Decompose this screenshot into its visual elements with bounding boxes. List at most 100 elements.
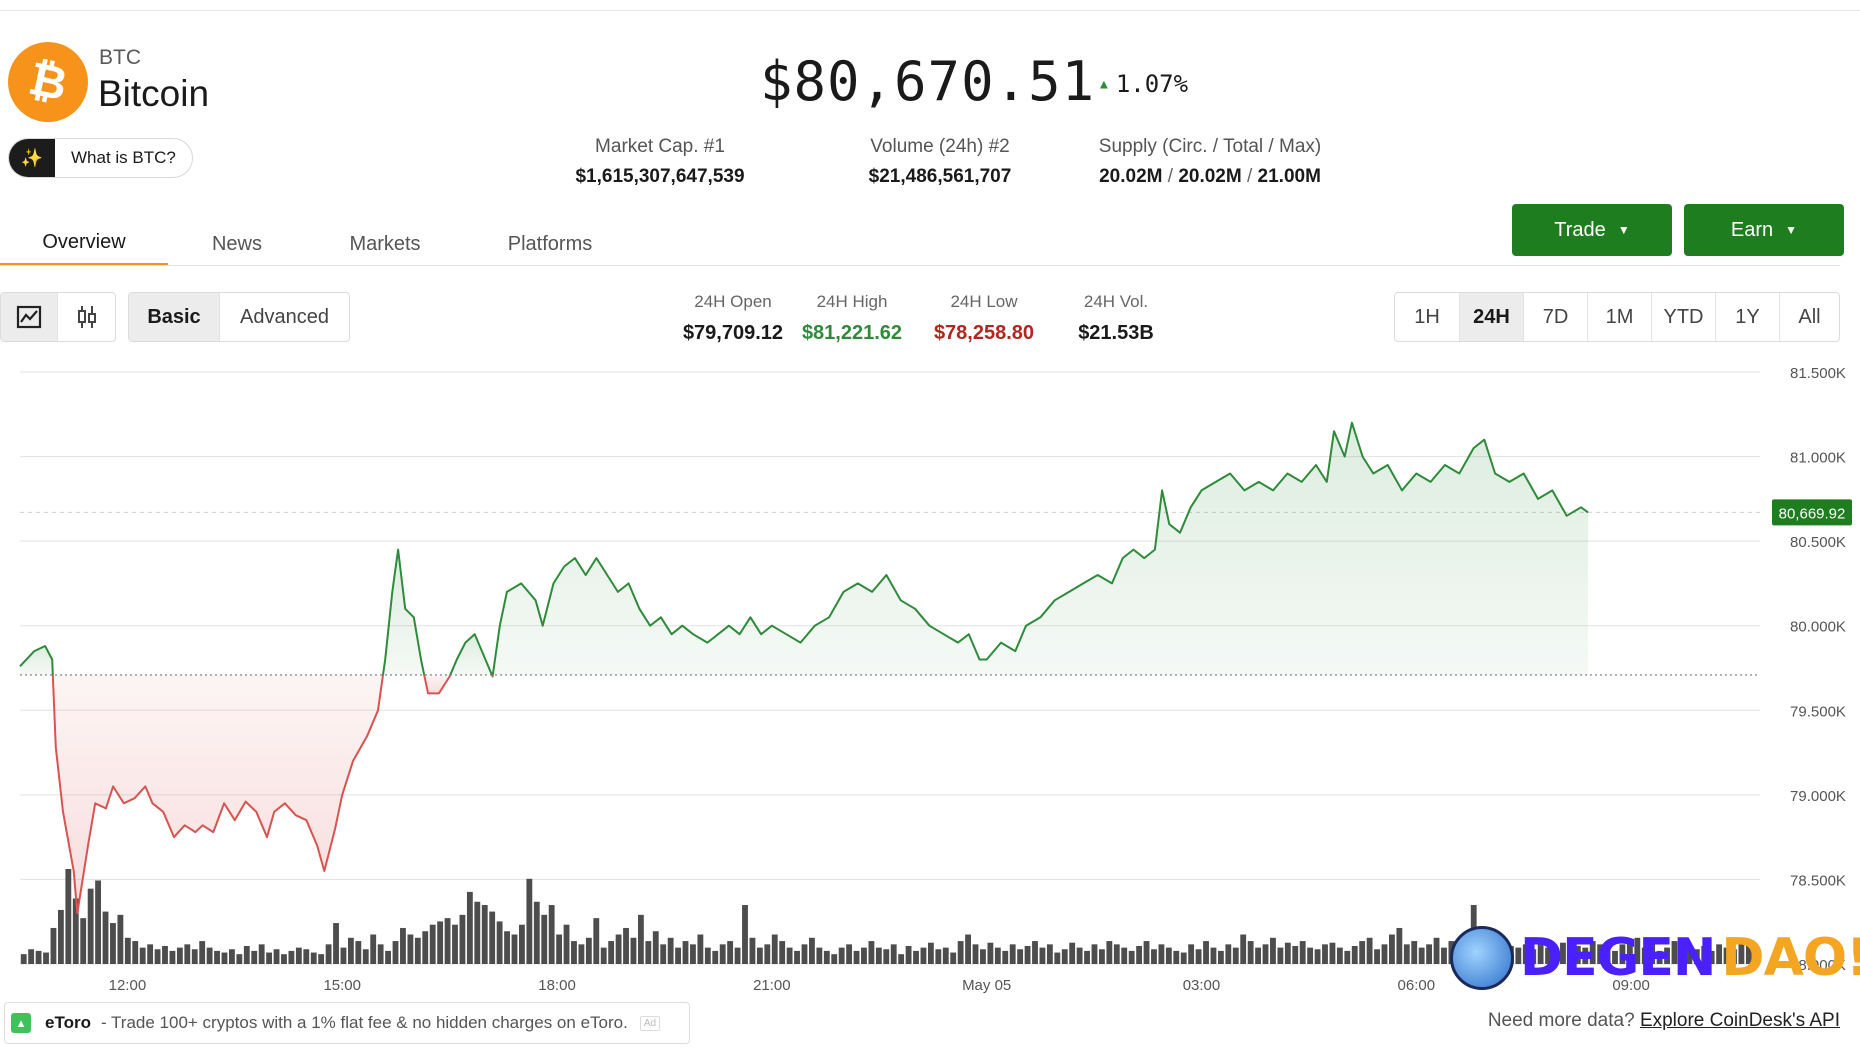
tab-markets[interactable]: Markets (349, 232, 421, 255)
coin-ticker: BTC (99, 46, 141, 69)
volume-bar (1336, 947, 1343, 964)
volume-bar (1530, 949, 1537, 964)
volume-bar (1061, 949, 1068, 964)
volume-bar (318, 954, 325, 964)
volume-bar (1240, 934, 1247, 964)
price-line-down (51, 674, 384, 915)
tab-platforms[interactable]: Platforms (507, 232, 593, 255)
volume-value: $21,486,561,707 (868, 166, 1012, 187)
range-24h[interactable]: 24H (1459, 293, 1523, 341)
y-tick-label: 80.000K (1790, 619, 1846, 636)
volume-bar (489, 911, 496, 964)
volume-bar (162, 945, 168, 964)
y-tick-label: 80.500K (1790, 534, 1846, 551)
volume-bar (779, 941, 786, 964)
price-chart[interactable]: 81.500K 81.000K 80.500K 80.000K 79.500K 79.00… (0, 360, 1860, 1000)
supply-value: 20.02M / 20.02M / 21.00M (1070, 166, 1350, 188)
volume-bar (347, 937, 354, 964)
volume-24h-stat: 24H Vol. $21.53B (1066, 292, 1166, 345)
volume-bar (1329, 942, 1336, 964)
volume-bar (229, 949, 235, 964)
volume-bar (377, 944, 384, 964)
volume-bar (749, 937, 756, 964)
volume-bar (310, 952, 317, 964)
candlestick-icon[interactable] (57, 293, 115, 341)
volume-bar (1113, 944, 1120, 964)
volume-bar (1173, 950, 1180, 964)
volume-bar (35, 950, 42, 964)
low-value: $78,258.80 (933, 322, 1035, 344)
volume-bar (1158, 944, 1165, 964)
volume-bar (1604, 947, 1611, 964)
sparkle-icon: ✨ (9, 139, 55, 177)
range-1h[interactable]: 1H (1414, 305, 1440, 328)
volume-bar (846, 944, 853, 964)
volume-bar (690, 944, 696, 964)
sponsored-ad[interactable]: ▴ eToro - Trade 100+ cryptos with a 1% f… (4, 1002, 690, 1044)
volume-bar (429, 924, 436, 964)
volume-bar (1738, 944, 1745, 964)
volume-bar (281, 954, 287, 964)
volume-bar (838, 947, 845, 964)
volume-bar (1701, 945, 1708, 964)
earn-button[interactable]: Earn ▼ (1684, 204, 1844, 256)
volume-bar (355, 941, 362, 964)
volume-bar (80, 918, 87, 964)
trade-button[interactable]: Trade ▼ (1512, 204, 1672, 256)
line-chart-icon[interactable] (1, 293, 57, 341)
volume-bar (950, 952, 957, 964)
volume-bar (407, 934, 414, 964)
volume-bar (1441, 947, 1447, 964)
tab-overview[interactable]: Overview (0, 222, 168, 266)
volume-bar (1292, 945, 1299, 964)
volume-bar (1277, 947, 1284, 964)
range-all[interactable]: All (1779, 293, 1839, 341)
more-data: Need more data? Explore CoinDesk's API (1488, 1010, 1840, 1032)
volume-bar (1597, 944, 1604, 964)
volume-bar (214, 950, 220, 964)
volume-bar (831, 954, 838, 964)
volume-bar (1679, 944, 1685, 964)
volume-bar (206, 947, 213, 964)
mode-advanced[interactable]: Advanced (219, 293, 349, 341)
area-fill-down (424, 674, 451, 694)
volume-bar (1165, 947, 1172, 964)
volume-bar (57, 909, 64, 964)
volume-bar (794, 950, 800, 964)
y-tick-label: 81.500K (1790, 365, 1846, 382)
ad-brand: eToro (45, 1013, 91, 1032)
volume-bar (987, 942, 994, 964)
tab-news[interactable]: News (211, 232, 262, 255)
volume-bar (1136, 945, 1143, 964)
current-price-tag-label: 80,669.92 (1779, 505, 1846, 522)
supply-stat: Supply (Circ. / Total / Max) 20.02M / 20… (1070, 136, 1350, 188)
volume-bar (1069, 942, 1076, 964)
volume-bar (1188, 944, 1195, 964)
volume-bar (243, 945, 250, 964)
what-is-btc-button[interactable]: ✨ What is BTC? (8, 138, 193, 178)
mode-basic[interactable]: Basic (129, 293, 219, 341)
volume-bar (1232, 947, 1239, 964)
volume-bar (1017, 949, 1024, 964)
volume-bar (1054, 952, 1061, 964)
chart-type-toggle (0, 292, 116, 342)
volume-bar (868, 941, 875, 964)
volume-bar (1180, 952, 1187, 964)
volume-bar (1203, 941, 1209, 964)
explore-api-link[interactable]: Explore CoinDesk's API (1639, 1010, 1840, 1031)
volume-bar (1567, 937, 1574, 964)
range-1m[interactable]: 1M (1587, 293, 1651, 341)
volume-bar (199, 941, 206, 964)
volume-bar (541, 914, 548, 964)
high-stat: 24H High $81,221.62 (800, 292, 904, 345)
ad-tag: Ad (639, 1015, 661, 1031)
section-tabs: Overview News Markets Platforms (0, 222, 636, 266)
current-price-tag (1772, 499, 1852, 526)
volume-bar (1381, 944, 1388, 964)
market-cap-stat: Market Cap. #1 $1,615,307,647,539 (520, 136, 800, 188)
range-7d[interactable]: 7D (1523, 293, 1587, 341)
range-ytd[interactable]: YTD (1651, 293, 1715, 341)
range-1y[interactable]: 1Y (1715, 293, 1779, 341)
volume-bar (935, 949, 942, 964)
volume-bar (437, 921, 444, 964)
